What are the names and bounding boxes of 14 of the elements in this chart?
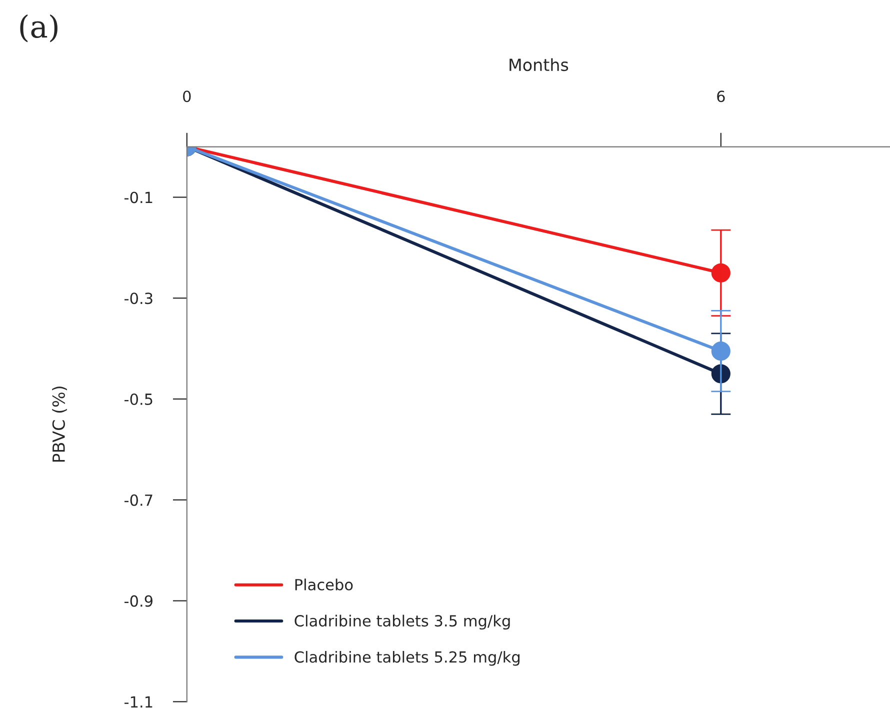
y-tick-label: -1.1: [124, 696, 152, 708]
y-tick-label: -0.9: [124, 595, 152, 607]
y-tick-label: -0.3: [124, 292, 152, 304]
legend-label: Cladribine tablets 5.25 mg/kg: [294, 650, 520, 666]
x-axis-title: Months: [510, 58, 568, 72]
text: (a): [20, 14, 58, 42]
legend-label: Cladribine tablets 3.5 mg/kg: [294, 614, 510, 630]
x-tick-label: 6: [717, 90, 725, 102]
y-axis-title: PBVC (%): [52, 386, 67, 462]
x-tick-label: 0: [183, 90, 191, 102]
y-tick-label: -0.5: [124, 393, 152, 406]
y-tick-label: -0.7: [124, 494, 152, 506]
y-tick-label: -0.1: [124, 192, 152, 204]
legend-label: Placebo: [295, 578, 353, 590]
